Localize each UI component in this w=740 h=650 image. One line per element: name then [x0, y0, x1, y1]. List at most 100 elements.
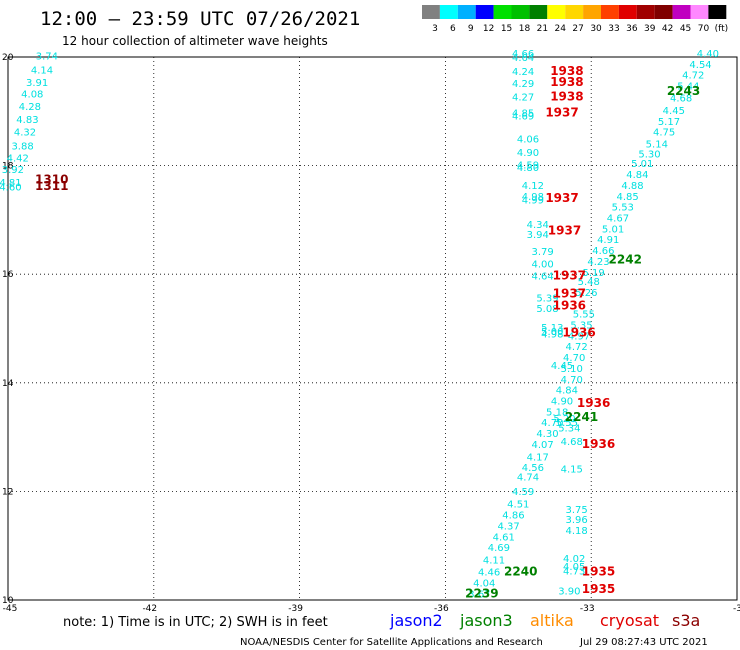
wave-height-value: 5.55: [556, 418, 578, 429]
wave-height-values: 3.74 4.14 3.914.084.28 4.83 4.32 3.884.423.92…: [0, 49, 719, 600]
wave-height-value: 4.17: [527, 452, 549, 463]
wave-height-value: 4.74: [517, 473, 539, 484]
colorbar-swatch: [583, 5, 601, 19]
wave-height-value: 4.98: [541, 330, 563, 341]
wave-height-value: 5.34: [558, 424, 580, 435]
wave-height-value: 4.00: [531, 260, 553, 271]
wave-height-value: 4.88: [621, 181, 643, 192]
colorbar-label: 15: [501, 24, 512, 34]
pass-time-label: 1938: [550, 89, 583, 103]
wave-height-value: 4.40: [697, 49, 719, 60]
wave-height-value: 3.75: [565, 505, 587, 516]
colorbar-swatch: [618, 5, 637, 19]
wave-height-value: 5.35: [570, 321, 592, 332]
wave-height-value: 4.45: [663, 106, 685, 117]
wave-height-value: 4.83: [16, 115, 38, 126]
wave-height-value: 4.75: [653, 128, 675, 139]
y-tick-label: 18: [2, 162, 14, 172]
x-tick-label: -45: [3, 604, 18, 614]
colorbar-label: 6: [450, 24, 456, 34]
wave-height-value: 5.30: [638, 149, 660, 160]
wave-height-value: 4.14: [31, 65, 53, 76]
wave-height-value: 5.01: [602, 224, 624, 235]
colorbar-label: (ft): [715, 24, 729, 34]
wave-height-value: 4.42: [7, 153, 29, 164]
y-tick-label: 12: [2, 487, 13, 497]
wave-height-value: 4.37: [497, 521, 519, 532]
wave-height-value: 5.01: [631, 159, 653, 170]
x-tick-label: -30: [733, 604, 740, 614]
colorbar-label: 18: [519, 24, 531, 34]
wave-height-value: 4.24: [512, 67, 534, 78]
wave-height-value: 3.90: [558, 587, 580, 598]
pass-time-label: 1936: [577, 396, 610, 410]
wave-height-value: 4.06: [517, 134, 539, 145]
wave-height-value: 4.70: [563, 353, 585, 364]
wave-height-value: 4.51: [507, 500, 529, 511]
wave-height-value: 4.66: [512, 49, 534, 60]
pass-time-labels: 1310131119381938193819371937193719371937…: [35, 64, 700, 600]
wave-height-value: 4.18: [565, 526, 587, 537]
colorbar-label: 30: [590, 24, 602, 34]
wave-height-value: 4.08: [21, 90, 43, 101]
wave-height-value: 4.70: [541, 418, 563, 429]
colorbar-label: 45: [680, 24, 691, 34]
plot-frame: [7, 56, 738, 601]
wave-height-value: 5.20: [553, 414, 575, 425]
wave-height-value: 5.48: [578, 277, 600, 288]
colorbar-swatch: [422, 5, 440, 19]
colorbar-swatch: [636, 5, 655, 19]
wave-height-value: 4.70: [561, 375, 583, 386]
colorbar-swatch: [439, 5, 458, 19]
x-tick-label: -36: [434, 604, 449, 614]
wave-height-value: 4.73: [563, 566, 585, 577]
pass-time-label: 2240: [504, 565, 537, 579]
legend-jason3: jason3: [459, 611, 513, 630]
wave-height-value: 3.79: [531, 247, 553, 258]
wave-height-value: 4.15: [561, 464, 583, 475]
wave-height-value: 4.34: [527, 220, 549, 231]
x-tick-label: -39: [288, 604, 303, 614]
chart-subtitle: 12 hour collection of altimeter wave hei…: [62, 34, 328, 48]
x-tick-label: -33: [580, 604, 595, 614]
colorbar-swatch: [493, 5, 512, 19]
pass-time-label: 1937: [553, 269, 586, 283]
wave-height-value: 4.46: [478, 568, 500, 579]
x-tick-label: -42: [142, 604, 157, 614]
pass-time-label: 2239: [465, 586, 498, 600]
wave-height-value: 5.26: [575, 288, 597, 299]
pass-time-label: 1938: [550, 75, 583, 89]
wave-height-value: 5.14: [646, 140, 668, 151]
pass-time-label: 1311: [35, 179, 68, 193]
pass-time-label: 1937: [545, 106, 578, 120]
wave-height-value: 4.30: [536, 429, 558, 440]
wave-height-value: 5.00: [541, 327, 563, 338]
colorbar-label: 9: [468, 24, 474, 34]
footer-credit: NOAA/NESDIS Center for Satellite Applica…: [240, 637, 543, 648]
colorbar-label: 70: [698, 24, 710, 34]
wave-height-value: 4.85: [617, 192, 639, 203]
colorbar-swatch: [529, 5, 548, 19]
wave-height-value: 4.90: [551, 397, 573, 408]
y-tick-label: 10: [2, 596, 14, 606]
wave-height-value: 4.29: [512, 79, 534, 90]
wave-height-value: 5.13: [541, 323, 563, 334]
wave-height-value: 5.39: [536, 293, 558, 304]
wave-height-value: 4.11: [483, 556, 505, 567]
wave-height-value: 3.88: [11, 141, 33, 152]
legend-altika: altika: [530, 611, 574, 630]
y-tick-label: 16: [2, 270, 14, 280]
colorbar-swatch: [457, 5, 476, 19]
colorbar-swatch: [654, 5, 673, 19]
colorbar-label: 42: [662, 24, 673, 34]
wave-height-value: 3.96: [565, 515, 587, 526]
wave-height-value: 4.02: [563, 554, 585, 565]
wave-height-value: 4.56: [522, 463, 544, 474]
colorbar-label: 24: [555, 24, 567, 34]
satellite-legend: jason2 jason3 altika cryosat s3a: [389, 611, 700, 630]
wave-height-value: 4.90: [517, 148, 539, 159]
colorbar-swatch: [672, 5, 691, 19]
legend-cryosat: cryosat: [600, 611, 659, 630]
colorbar-label: 21: [537, 24, 548, 34]
